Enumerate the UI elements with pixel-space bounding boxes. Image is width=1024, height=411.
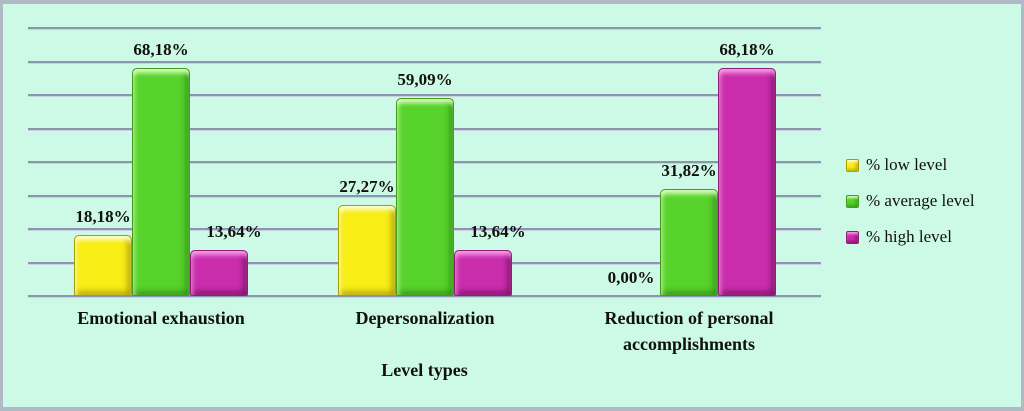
category-label-depersonalization: Depersonalization [355,308,495,328]
legend-label-low-level: % low level [866,155,948,174]
bar-high-level-reduction-of-personal-accomplishments [718,68,776,296]
legend-swatch-average-level-icon [846,194,859,208]
legend-swatch-low-level-icon [846,158,859,172]
legend-swatch-high-level-icon [846,230,859,244]
gridline [28,27,821,29]
legend-label-high-level: % high level [866,227,952,246]
bar-low-level-depersonalization [338,205,396,296]
legend-item-high-level: % high level [846,227,975,247]
value-label-low-level-reduction-of-personal-accomplishments: 0,00% [607,268,655,287]
legend-label-average-level: % average level [866,191,975,210]
value-label-high-level-emotional-exhaustion: 13,64% [206,222,262,241]
value-label-average-level-emotional-exhaustion: 68,18% [133,40,189,59]
bar-average-level-emotional-exhaustion [132,68,190,296]
value-label-low-level-depersonalization: 27,27% [339,177,395,196]
gridline [28,94,821,96]
bar-high-level-emotional-exhaustion [190,250,248,296]
legend-item-low-level: % low level [846,155,975,175]
category-label-emotional-exhaustion: Emotional exhaustion [77,308,245,328]
value-label-low-level-emotional-exhaustion: 18,18% [75,207,131,226]
legend-item-average-level: % average level [846,191,975,211]
bar-average-level-reduction-of-personal-accomplishments [660,189,718,296]
value-label-average-level-reduction-of-personal-accomplishments: 31,82% [661,161,717,180]
legend: % low level % average level % high level [846,155,975,247]
bar-average-level-depersonalization [396,98,454,296]
x-axis-title: Level types [381,360,468,380]
value-label-high-level-depersonalization: 13,64% [470,222,526,241]
value-label-average-level-depersonalization: 59,09% [397,70,453,89]
category-label-reduction-of-personal-accomplishments: Reduction of personal accomplishments [604,308,774,354]
gridline [28,60,821,63]
bar-high-level-depersonalization [454,250,512,296]
bar-low-level-emotional-exhaustion [74,235,132,296]
gridline [28,295,821,297]
value-label-high-level-reduction-of-personal-accomplishments: 68,18% [719,40,775,59]
